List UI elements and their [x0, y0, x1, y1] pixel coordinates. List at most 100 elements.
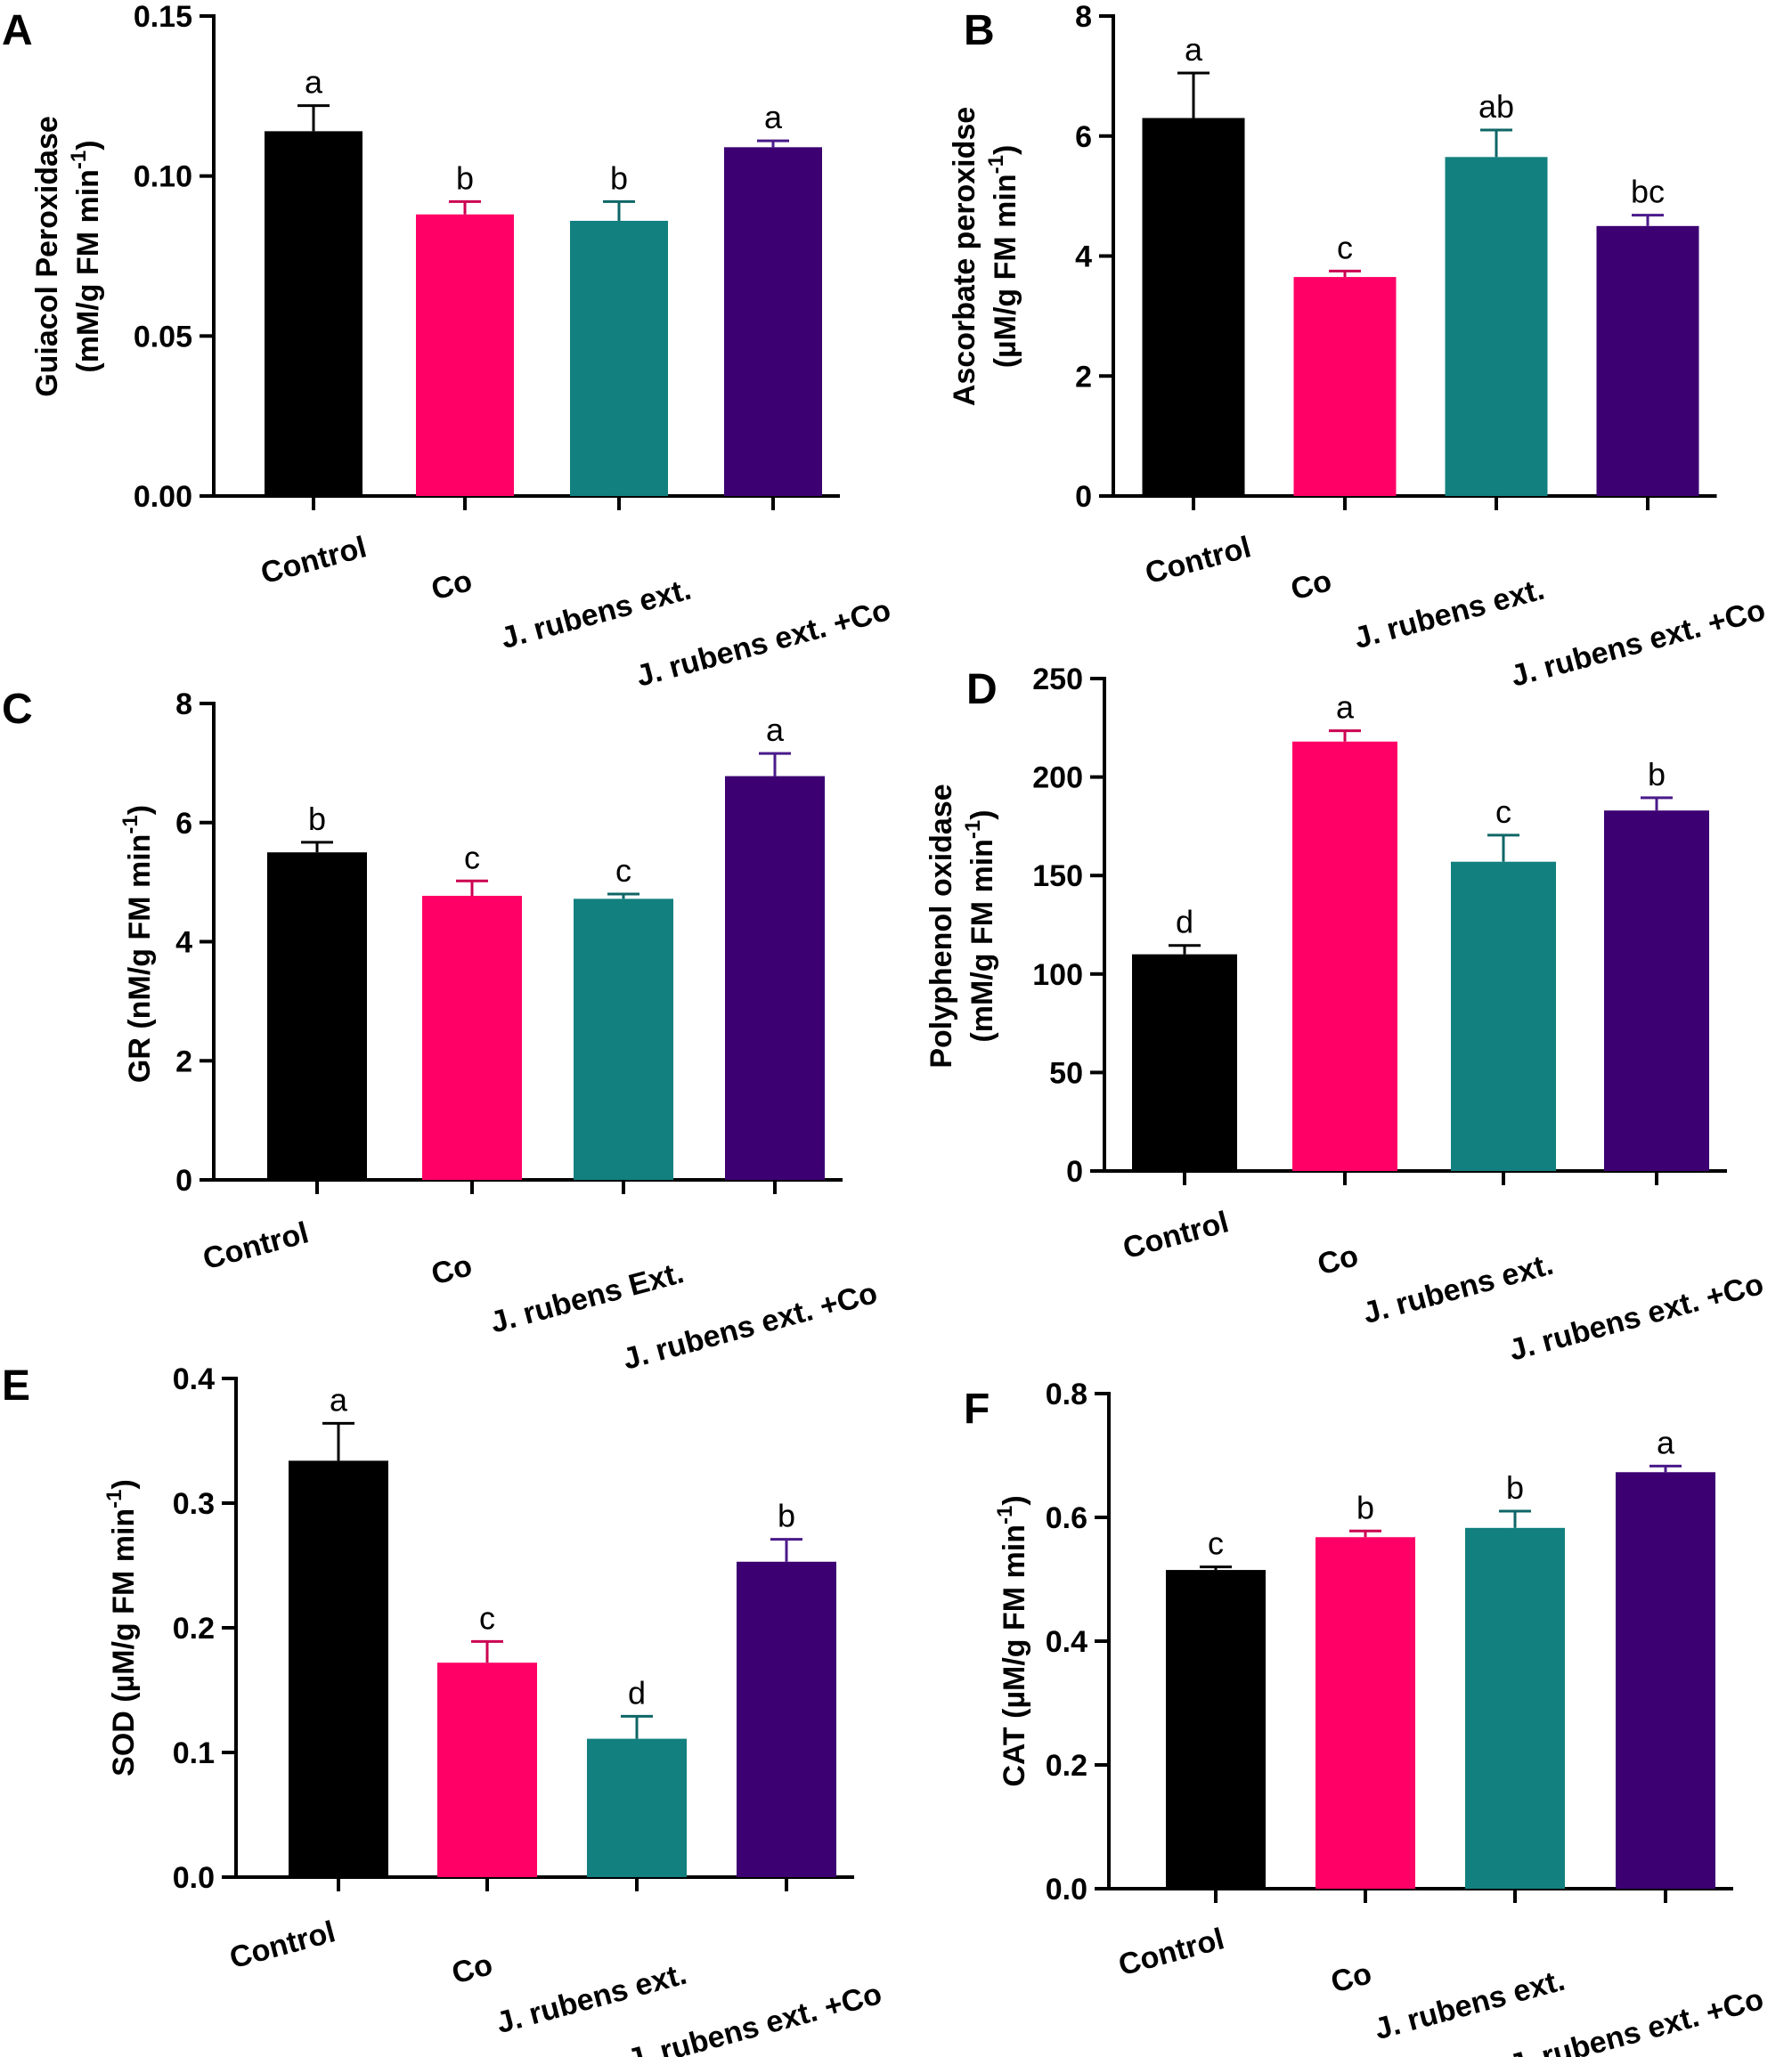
- category-label: Control: [1115, 1922, 1228, 1982]
- bar-1: [267, 852, 367, 1180]
- y-axis-label-line-2: (mM/g FM min: [965, 839, 999, 1043]
- significance-letter: b: [308, 801, 326, 837]
- bar-2: [1292, 741, 1397, 1171]
- significance-letter: a: [330, 1381, 348, 1418]
- y-tick-label: 50: [1049, 1056, 1083, 1090]
- chart-panel-a: A 0.00 0.05 0.10 0.15 Guiacol Peroxidase (mM/g…: [2, 0, 894, 694]
- y-axis-label-line-1: Ascorbate peroxidse: [948, 107, 982, 406]
- y-axis-label-close: ): [71, 140, 105, 150]
- bar-2: [1315, 1537, 1415, 1889]
- significance-letter: c: [1208, 1525, 1224, 1562]
- y-axis-label-line-1: GR (nM/g FM min: [123, 834, 157, 1084]
- chart-panel-b: B 0 2 4 6 8 Ascorbate peroxidse (µM/g FM min-1)…: [948, 0, 1769, 694]
- y-tick-label: 6: [175, 807, 192, 841]
- significance-letter: b: [778, 1498, 795, 1534]
- category-label: Co: [428, 1248, 476, 1291]
- bar-4: [1616, 1472, 1715, 1889]
- y-tick-label: 0.4: [1046, 1625, 1087, 1659]
- significance-letter: a: [1336, 689, 1355, 726]
- significance-letter: b: [1356, 1489, 1374, 1525]
- panel-letter: E: [2, 1362, 30, 1410]
- significance-letter: a: [1185, 31, 1203, 68]
- category-label: Control: [257, 530, 371, 590]
- bar-3: [1465, 1527, 1565, 1889]
- y-tick-label: 0.3: [173, 1487, 215, 1521]
- significance-letter: a: [766, 711, 785, 748]
- panel-letter: C: [2, 686, 33, 733]
- y-tick-label: 0.0: [1046, 1873, 1087, 1907]
- y-tick-label: 0.2: [173, 1612, 215, 1646]
- y-axis-label-superscript: -1: [67, 150, 91, 169]
- bar-1: [289, 1460, 388, 1877]
- y-axis-label: GR (nM/g FM min-1): [118, 805, 157, 1083]
- y-tick-label: 150: [1032, 859, 1083, 893]
- bar-3: [574, 898, 673, 1180]
- bar-1: [265, 131, 362, 497]
- category-label: Co: [428, 564, 476, 606]
- category-label: J. rubens ext.: [1371, 1963, 1568, 2046]
- y-axis-label-superscript: -1: [961, 820, 985, 839]
- y-tick-label: 0.4: [173, 1362, 215, 1396]
- y-tick-label: 6: [1075, 120, 1092, 154]
- y-tick-label: 8: [1075, 0, 1092, 34]
- y-tick-label: 0.10: [134, 160, 192, 194]
- significance-letter: ab: [1478, 88, 1514, 125]
- category-label: J. rubens ext.: [1350, 573, 1548, 655]
- significance-letter: c: [1495, 793, 1511, 830]
- bar-4: [725, 776, 825, 1180]
- bar-1: [1142, 118, 1245, 496]
- bar-4: [737, 1561, 836, 1877]
- category-label: J. rubens Ext.: [487, 1256, 688, 1339]
- y-axis-label-superscript: -1: [984, 155, 1008, 174]
- y-tick-label: 0.0: [173, 1861, 215, 1895]
- chart-panel-d: D 0 50 100 150 200 250 Polyphenol oxidase (mM/g …: [925, 663, 1767, 1368]
- significance-letter: c: [1337, 229, 1353, 265]
- bar-4: [1596, 225, 1699, 496]
- y-tick-label: 100: [1032, 958, 1083, 992]
- y-axis-label-line-1: SOD (µM/g FM min: [107, 1508, 141, 1776]
- chart-panel-e: E 0.0 0.1 0.2 0.3 0.4 SOD (µM/g FM min-1) a Cont…: [2, 1362, 885, 2057]
- category-label: Control: [1120, 1205, 1233, 1265]
- category-label: J. rubens ext.: [497, 573, 695, 655]
- chart-panel-f: F 0.0 0.2 0.4 0.6 0.8 CAT (µM/g FM min-1) c Cont…: [964, 1378, 1767, 2057]
- y-tick-label: 8: [175, 687, 192, 721]
- y-axis-label: Ascorbate peroxidse (µM/g FM min-1): [948, 107, 1022, 406]
- category-label: J. rubens ext.: [1359, 1248, 1557, 1330]
- y-tick-label: 0.6: [1046, 1501, 1087, 1535]
- bar-4: [1604, 810, 1709, 1171]
- y-tick-label: 0: [175, 1164, 192, 1198]
- category-label: J. rubens ext. +Co: [1507, 593, 1769, 694]
- category-label: Control: [226, 1915, 339, 1975]
- bar-4: [724, 147, 822, 496]
- y-tick-label: 2: [175, 1045, 192, 1078]
- significance-letter: b: [1648, 756, 1666, 793]
- category-label: Co: [1287, 564, 1335, 606]
- panel-letter: F: [964, 1386, 990, 1433]
- y-axis-label-line-1: CAT (µM/g FM min: [998, 1524, 1031, 1787]
- y-tick-label: 0.8: [1046, 1378, 1087, 1411]
- category-label: Co: [1327, 1956, 1375, 1999]
- significance-letter: b: [610, 159, 628, 196]
- panel-letter: D: [966, 666, 998, 713]
- y-tick-label: 2: [1075, 360, 1092, 394]
- significance-letter: b: [456, 159, 474, 196]
- bar-1: [1166, 1570, 1266, 1889]
- y-tick-label: 200: [1032, 761, 1083, 795]
- significance-letter: c: [479, 1599, 495, 1636]
- y-axis-label-close: ): [965, 809, 999, 819]
- panel-letter: A: [2, 7, 33, 54]
- y-tick-label: 0.00: [134, 480, 192, 514]
- bar-1: [1132, 954, 1237, 1171]
- significance-letter: a: [1657, 1424, 1675, 1460]
- significance-letter: bc: [1631, 174, 1665, 210]
- significance-letter: a: [764, 99, 783, 135]
- category-label: Control: [1142, 530, 1255, 590]
- y-axis-label-superscript: -1: [102, 1489, 126, 1508]
- y-tick-label: 250: [1032, 663, 1083, 696]
- category-label: Co: [448, 1947, 496, 1990]
- bar-2: [422, 896, 522, 1180]
- significance-letter: d: [628, 1674, 646, 1711]
- y-axis-label: CAT (µM/g FM min-1): [993, 1495, 1031, 1786]
- y-tick-label: 4: [175, 926, 192, 960]
